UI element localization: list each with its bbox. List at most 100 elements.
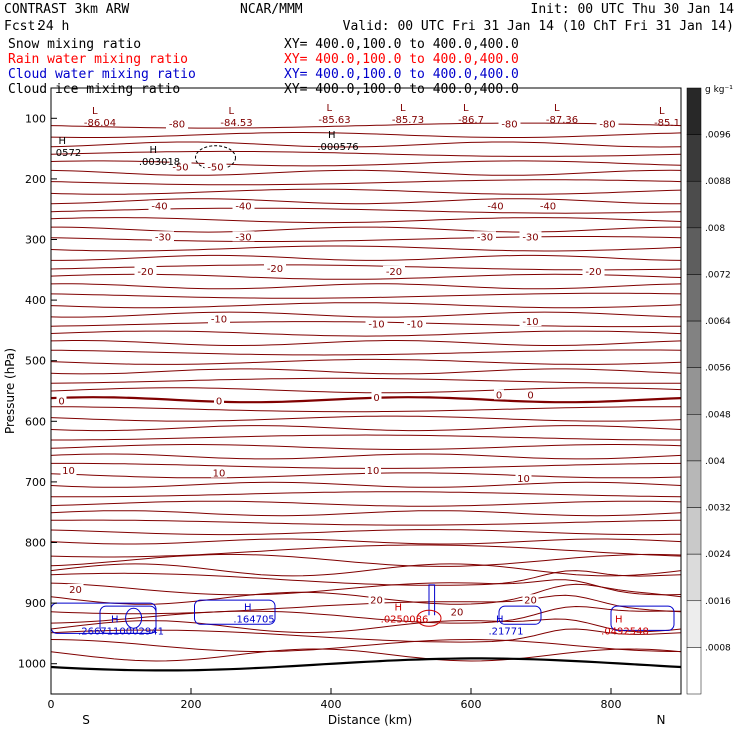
isotherm-label-bg xyxy=(60,465,77,476)
y-tick-label: 400 xyxy=(25,294,46,307)
isotherm-label-bg xyxy=(582,265,605,276)
colorbar-swatch xyxy=(686,507,702,555)
colorbar-label: .0032 xyxy=(705,504,731,514)
colorbar-label: .0056 xyxy=(705,364,731,374)
isotherm-line xyxy=(50,377,682,384)
init-time: Init: 00 UTC Thu 30 Jan 14 xyxy=(531,2,735,17)
isotherm-line xyxy=(50,453,682,460)
low-center-value: -86.04 xyxy=(84,118,116,129)
isotherm-line xyxy=(50,481,682,488)
low-center-marker: L xyxy=(327,103,333,114)
colorbar-label: .0024 xyxy=(705,550,731,560)
y-axis-title: Pressure (hPa) xyxy=(3,348,17,434)
rain-water-contour xyxy=(416,609,442,627)
field-xy-cloud-ice: XY= 400.0,100.0 to 400.0,400.0 xyxy=(284,82,519,97)
colorbar-swatch xyxy=(686,367,702,415)
colorbar-label: .0016 xyxy=(705,597,731,607)
isotherm-line xyxy=(50,141,682,148)
field-xy-snow: XY= 400.0,100.0 to 400.0,400.0 xyxy=(284,37,519,52)
colorbar-swatch xyxy=(686,87,702,135)
isotherm-label: -30 xyxy=(522,232,538,243)
field-xy-cloud-water: XY= 400.0,100.0 to 400.0,400.0 xyxy=(284,67,519,82)
isotherm-line xyxy=(50,198,681,205)
isotherm-line xyxy=(51,434,681,441)
isotherm-line xyxy=(50,245,682,252)
colorbar-label: .008 xyxy=(705,224,725,234)
isotherm-line xyxy=(50,628,682,643)
isotherm-line xyxy=(51,226,681,233)
isotherm-line xyxy=(50,302,682,309)
high-center-value: .0492548 xyxy=(601,627,649,638)
x-axis-left-end: S xyxy=(82,713,90,727)
isotherm-line xyxy=(50,406,681,413)
isotherm-label-bg xyxy=(134,265,157,276)
isotherm-label-bg xyxy=(494,389,504,400)
isotherm-label: -50 xyxy=(172,163,188,174)
isotherm-line xyxy=(50,217,682,224)
colorbar-swatch xyxy=(686,414,702,462)
y-axis: 100 200 300 400 500 600 700 800 900 1000 xyxy=(18,112,57,671)
low-center-value: -85.1 xyxy=(654,118,680,129)
high-center-marker: H xyxy=(244,602,252,613)
cloud-water-contour xyxy=(99,605,157,634)
y-tick-label: 500 xyxy=(25,355,46,368)
isotherm-line xyxy=(50,425,682,432)
low-center-value: -86.7 xyxy=(458,115,484,126)
isotherm-line xyxy=(50,638,681,652)
fcst-label: Fcst: xyxy=(4,19,43,34)
isotherm-label-bg xyxy=(498,118,521,129)
isotherm-label: 0 xyxy=(58,397,64,408)
isotherm-label-bg xyxy=(537,200,559,211)
isotherm-label: 0 xyxy=(496,390,502,401)
isotherm-label-bg xyxy=(596,118,619,129)
colorbar-unit: g kg⁻¹ xyxy=(705,85,733,95)
isotherm-line xyxy=(50,538,682,545)
isotherm-line xyxy=(50,648,682,662)
isotherm-label: -20 xyxy=(267,264,283,275)
isotherm-label-bg xyxy=(449,606,465,617)
colorbar-label: .0064 xyxy=(705,317,731,327)
cloud-water-contour xyxy=(194,599,276,625)
colorbar-label: .0096 xyxy=(705,131,731,141)
isotherm-label-bg xyxy=(515,473,532,484)
isotherm-label-bg xyxy=(525,389,536,400)
colorbar: .0096 .0088 .008 .0072 .0064 .0056 .0048 .004 .0… xyxy=(686,87,731,695)
isotherm-label: -30 xyxy=(155,232,171,243)
isotherm-label-bg xyxy=(365,318,388,329)
isotherm-label: -80 xyxy=(169,120,185,131)
isotherm-line xyxy=(50,544,682,558)
colorbar-label: .0048 xyxy=(705,410,731,420)
isotherm-label-bg xyxy=(208,313,230,324)
isotherm-line xyxy=(50,122,682,129)
high-center-value: .2667110002941 xyxy=(78,627,164,638)
isotherm-label-bg xyxy=(232,200,255,211)
x-tick-label: 0 xyxy=(48,698,55,711)
isotherm-label: -10 xyxy=(407,320,423,331)
low-center-value: -85.63 xyxy=(318,115,350,126)
x-axis-right-end: N xyxy=(657,713,666,727)
high-center-marker: H xyxy=(496,615,504,626)
isotherm-line xyxy=(50,444,682,450)
cloud-water-contour xyxy=(125,607,143,629)
isotherm-line xyxy=(50,368,682,375)
isotherm-label: 20 xyxy=(370,595,383,606)
y-tick-label: 800 xyxy=(25,537,46,550)
plot-frame xyxy=(50,87,682,695)
colorbar-label: .004 xyxy=(705,457,725,467)
x-tick-label: 400 xyxy=(321,698,342,711)
isotherm-label: 20 xyxy=(69,585,82,596)
y-tick-label: 100 xyxy=(25,112,46,125)
colorbar-swatch xyxy=(686,180,702,229)
isotherm-line xyxy=(50,387,682,394)
field-name-cloud-ice: Cloud ice mixing ratio xyxy=(8,82,180,97)
low-center-value: -87.36 xyxy=(546,115,578,126)
isotherm-label: -30 xyxy=(235,232,251,243)
isotherm-line xyxy=(50,340,682,346)
isotherm-line xyxy=(50,519,682,526)
model-title: CONTRAST 3km ARW xyxy=(4,2,129,17)
high-center-value: .000576 xyxy=(317,142,358,153)
isotherm-line xyxy=(50,358,682,365)
isotherm-line xyxy=(50,415,682,422)
colorbar-swatch xyxy=(686,227,702,275)
colorbar-swatch xyxy=(686,600,702,648)
